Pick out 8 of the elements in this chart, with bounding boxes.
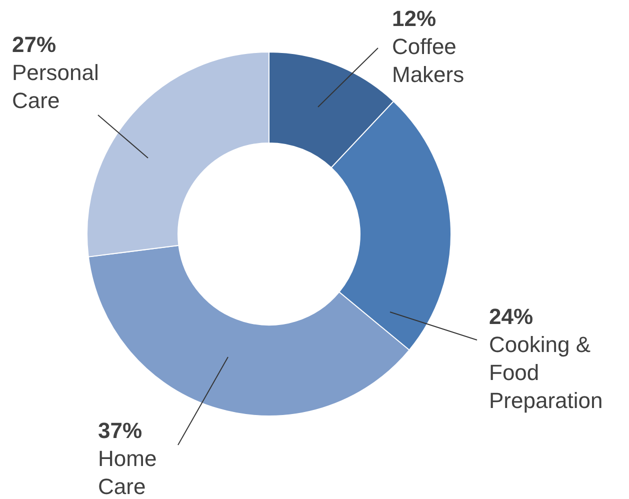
data-label: 12% bbox=[392, 6, 436, 31]
slice-label: Coffee Makers bbox=[392, 34, 464, 87]
slice-label: Personal Care bbox=[12, 60, 99, 113]
data-label: 24% bbox=[489, 304, 534, 329]
slice-label: Home Care bbox=[98, 446, 157, 499]
data-label: 27% bbox=[12, 32, 56, 57]
data-label: 37% bbox=[98, 418, 142, 443]
slice-label: Cooking & Food Preparation bbox=[489, 332, 603, 413]
